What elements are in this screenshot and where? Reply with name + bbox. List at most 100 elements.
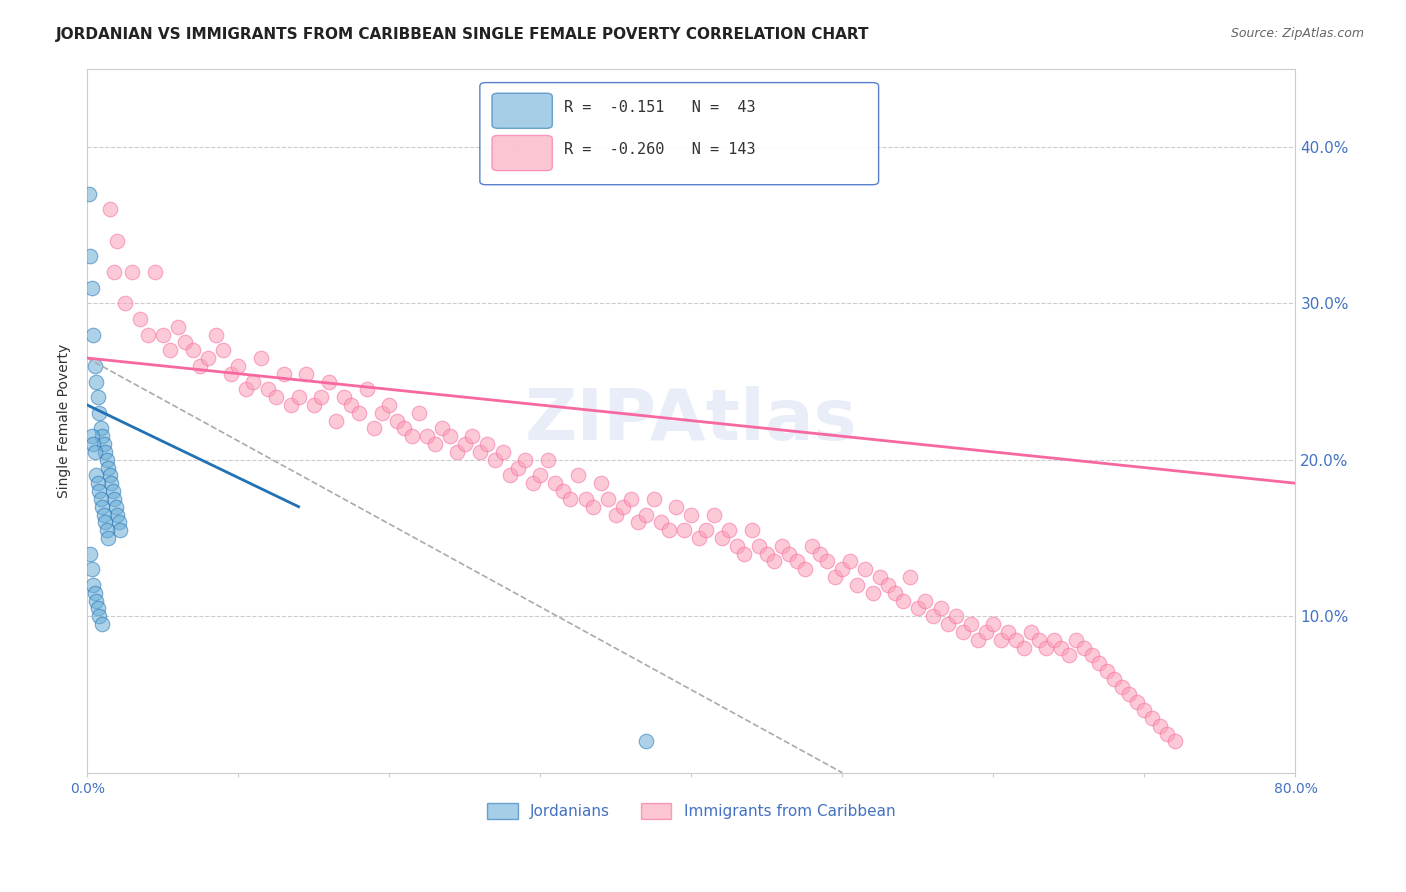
Point <box>77 186 100 201</box>
Point <box>325 414 347 428</box>
Point <box>1149 719 1171 733</box>
Point <box>967 632 990 647</box>
Point <box>80 429 103 443</box>
Point <box>83 445 105 459</box>
Point <box>786 554 808 568</box>
Point <box>959 617 981 632</box>
Point <box>891 593 914 607</box>
Point <box>333 390 356 404</box>
Point <box>264 390 287 404</box>
Point <box>89 406 111 420</box>
Point <box>302 398 325 412</box>
Point <box>929 601 952 615</box>
Point <box>103 491 125 506</box>
Point <box>815 554 838 568</box>
Point <box>430 421 453 435</box>
Point <box>394 421 416 435</box>
Point <box>763 554 786 568</box>
Point <box>703 508 725 522</box>
Point <box>347 406 370 420</box>
Point <box>779 547 801 561</box>
Point <box>114 296 136 310</box>
Point <box>1005 632 1028 647</box>
Point <box>90 491 112 506</box>
Point <box>108 516 131 530</box>
Point <box>105 234 128 248</box>
Point <box>110 523 132 537</box>
Point <box>250 351 273 365</box>
Point <box>1066 632 1088 647</box>
Point <box>105 508 128 522</box>
Point <box>91 500 114 514</box>
Point <box>506 460 529 475</box>
Point <box>204 327 226 342</box>
Point <box>280 398 302 412</box>
Point <box>79 249 101 263</box>
Point <box>454 437 477 451</box>
Point <box>710 531 733 545</box>
Point <box>82 578 104 592</box>
Point <box>1028 632 1050 647</box>
Point <box>152 327 174 342</box>
Point <box>801 539 824 553</box>
Point <box>91 429 114 443</box>
Point <box>98 468 121 483</box>
Point <box>672 523 695 537</box>
Point <box>936 617 959 632</box>
FancyBboxPatch shape <box>492 93 553 128</box>
Point <box>1140 711 1163 725</box>
Point <box>1111 680 1133 694</box>
Point <box>1088 656 1111 670</box>
Point <box>605 508 627 522</box>
Text: Source: ZipAtlas.com: Source: ZipAtlas.com <box>1230 27 1364 40</box>
Point <box>257 382 280 396</box>
Point <box>650 516 672 530</box>
Point <box>1012 640 1035 655</box>
Point <box>159 343 181 358</box>
Point <box>83 586 105 600</box>
Text: JORDANIAN VS IMMIGRANTS FROM CARIBBEAN SINGLE FEMALE POVERTY CORRELATION CHART: JORDANIAN VS IMMIGRANTS FROM CARIBBEAN S… <box>56 27 870 42</box>
Point <box>242 375 264 389</box>
Point <box>952 624 974 639</box>
Point <box>461 429 484 443</box>
Point <box>273 367 295 381</box>
Point <box>688 531 710 545</box>
Point <box>574 491 596 506</box>
Point <box>423 437 446 451</box>
Point <box>1080 648 1102 663</box>
Point <box>93 437 115 451</box>
Point <box>181 343 204 358</box>
Point <box>582 500 605 514</box>
Point <box>898 570 921 584</box>
Point <box>295 367 318 381</box>
Point <box>1050 640 1073 655</box>
FancyBboxPatch shape <box>492 136 553 170</box>
Point <box>98 202 121 217</box>
Point <box>226 359 249 373</box>
Point <box>1057 648 1080 663</box>
Point <box>876 578 898 592</box>
Point <box>385 414 408 428</box>
Point <box>681 508 703 522</box>
Point <box>129 312 152 326</box>
Point <box>1163 734 1185 748</box>
Point <box>97 460 120 475</box>
Text: R =  -0.151   N =  43: R = -0.151 N = 43 <box>564 100 756 115</box>
Point <box>620 491 643 506</box>
Point <box>197 351 219 365</box>
Point <box>990 632 1012 647</box>
Point <box>166 319 188 334</box>
Point <box>529 468 551 483</box>
Point <box>770 539 793 553</box>
FancyBboxPatch shape <box>479 83 879 185</box>
Legend: Jordanians, Immigrants from Caribbean: Jordanians, Immigrants from Caribbean <box>481 797 901 825</box>
Point <box>1035 640 1057 655</box>
Point <box>551 484 574 499</box>
Point <box>658 523 681 537</box>
Point <box>83 359 105 373</box>
Point <box>1102 672 1125 686</box>
Point <box>537 452 560 467</box>
Point <box>733 547 755 561</box>
Point <box>484 452 506 467</box>
Point <box>235 382 257 396</box>
